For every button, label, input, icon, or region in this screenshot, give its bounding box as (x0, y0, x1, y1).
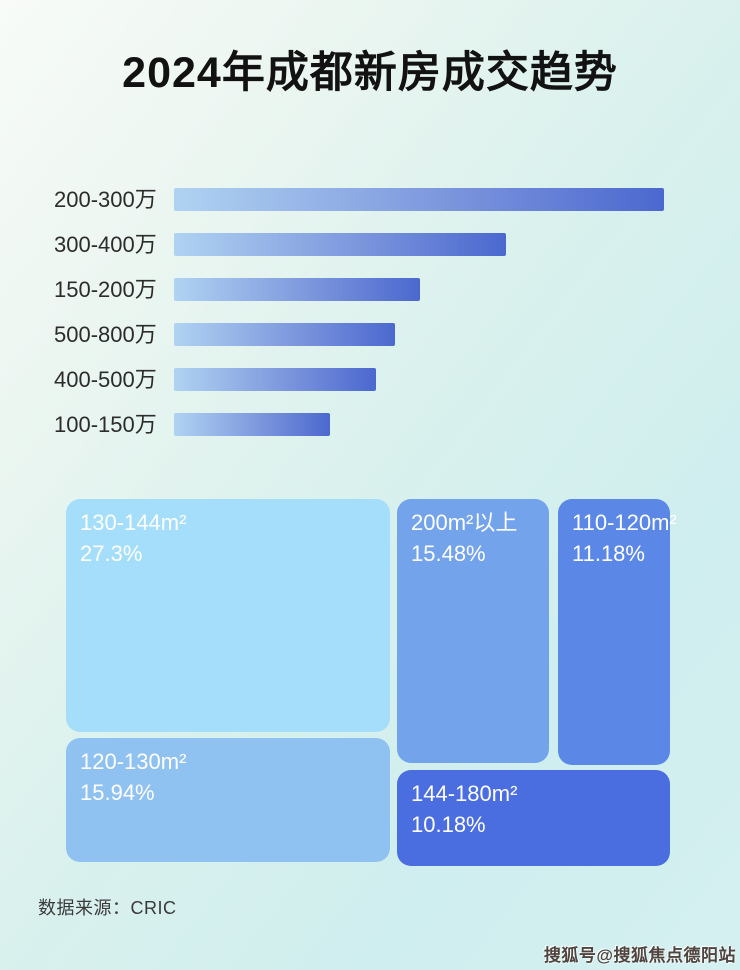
treemap-block: 144-180m² 10.18% (397, 770, 670, 866)
treemap-block-label: 130-144m² (80, 510, 187, 535)
bar-category-label: 200-300万 (54, 187, 157, 212)
treemap-block-label: 110-120m² (572, 510, 677, 535)
bar-category-label: 100-150万 (54, 412, 157, 437)
treemap-block-value: 15.94% (80, 780, 155, 805)
data-source-label: 数据来源：CRIC (38, 898, 177, 918)
watermark: 搜狐号@搜狐焦点德阳站 (543, 946, 736, 965)
treemap-block-value: 27.3% (80, 541, 143, 566)
bar-row: 100-150万 (0, 413, 740, 436)
bar-row: 500-800万 (0, 323, 740, 346)
bar (174, 233, 506, 256)
bar (174, 413, 330, 436)
bar-category-label: 300-400万 (54, 232, 157, 257)
treemap-block-value: 11.18% (572, 541, 645, 566)
treemap-block-label: 144-180m² (411, 781, 518, 806)
treemap-block: 120-130m² 15.94% (66, 738, 390, 862)
treemap-block-label: 120-130m² (80, 749, 187, 774)
bar-row: 200-300万 (0, 188, 740, 211)
treemap-block: 130-144m² 27.3% (66, 499, 390, 732)
bar-category-label: 150-200万 (54, 277, 157, 302)
bar-row: 300-400万 (0, 233, 740, 256)
bar-category-label: 500-800万 (54, 322, 157, 347)
page-title: 2024年成都新房成交趋势 (122, 49, 618, 97)
bar (174, 278, 420, 301)
bar (174, 368, 376, 391)
treemap-block-value: 10.18% (411, 812, 486, 837)
treemap-block: 110-120m² 11.18% (558, 499, 677, 765)
bar-category-label: 400-500万 (54, 367, 157, 392)
bar-row: 400-500万 (0, 368, 740, 391)
treemap-block: 200m²以上 15.48% (397, 499, 549, 763)
treemap-block-value: 15.48% (411, 541, 486, 566)
bar-row: 150-200万 (0, 278, 740, 301)
price-band-bar-chart: 200-300万 300-400万 150-200万 500-800万 400-500万… (0, 188, 740, 458)
treemap-block-label: 200m²以上 (411, 510, 518, 535)
bar (174, 323, 395, 346)
bar (174, 188, 664, 211)
